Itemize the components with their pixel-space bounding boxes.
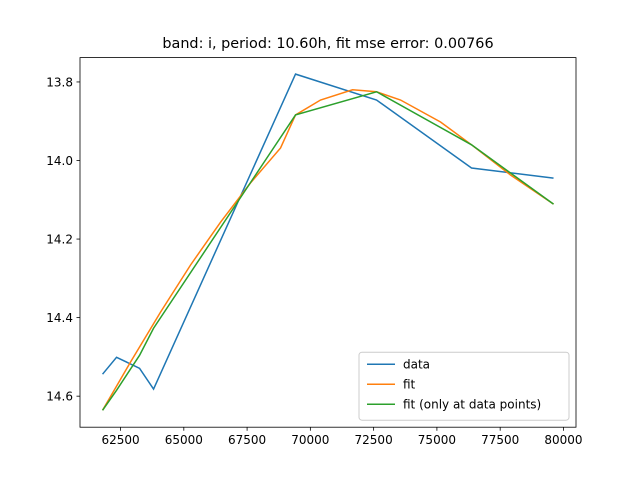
legend-label: fit: [403, 378, 416, 392]
plot-frame: [79, 57, 577, 428]
y-tick-label: 14.6: [46, 390, 73, 404]
legend: data fit fit (only at data points): [358, 351, 570, 421]
legend-label: data: [403, 358, 430, 372]
x-tick-label: 77500: [481, 433, 519, 447]
legend-box: [358, 351, 570, 421]
x-tick-label: 67500: [228, 433, 266, 447]
x-tick-label: 62500: [101, 433, 139, 447]
x-tick-label: 65000: [165, 433, 203, 447]
y-tick-label: 14.0: [46, 154, 73, 168]
x-tick-label: 72500: [355, 433, 393, 447]
x-tick-label: 70000: [291, 433, 329, 447]
chart-title: band: i, period: 10.60h, fit mse error: …: [162, 36, 493, 52]
series-line: [101, 73, 554, 391]
series-line: [101, 90, 554, 411]
y-tick-label: 13.8: [46, 75, 73, 89]
x-tick-label: 80000: [544, 433, 582, 447]
x-tick-label: 75000: [418, 433, 456, 447]
y-tick-label: 14.2: [46, 233, 73, 247]
legend-label: fit (only at data points): [403, 398, 541, 412]
series-line: [101, 89, 554, 411]
y-tick-label: 14.4: [46, 311, 73, 325]
